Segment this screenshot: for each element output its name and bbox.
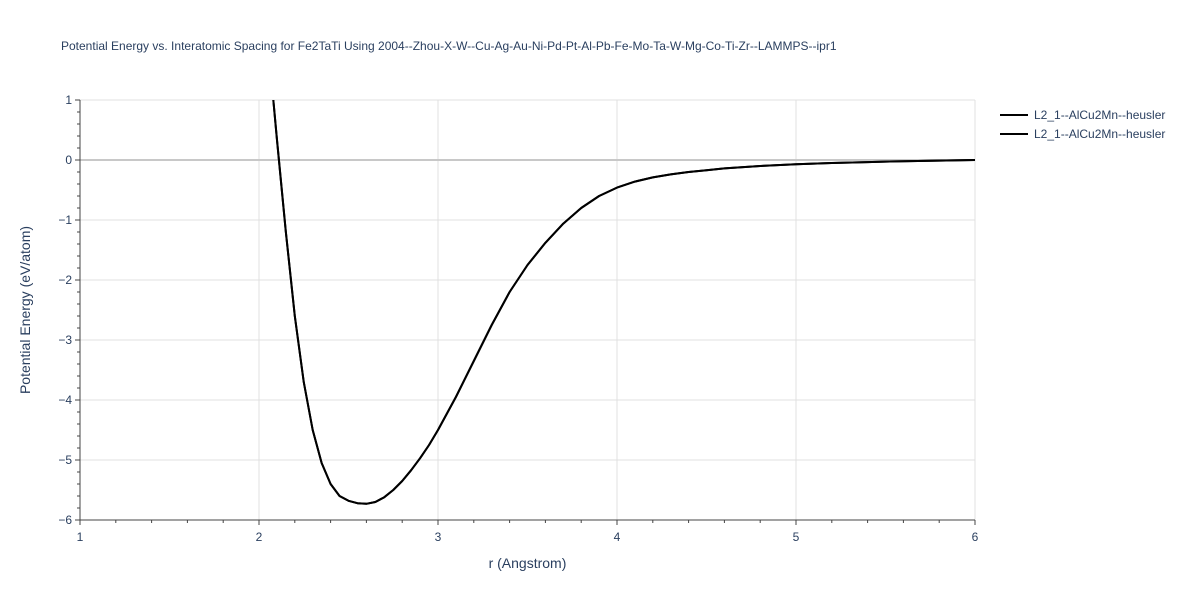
x-tick-label: 2	[256, 530, 263, 544]
x-tick-label: 6	[972, 530, 979, 544]
y-tick-label: −6	[58, 513, 72, 527]
x-tick-label: 3	[435, 530, 442, 544]
series-line-2	[272, 100, 975, 505]
y-tick-label: −5	[58, 453, 72, 467]
grid-layer	[80, 99, 976, 520]
y-tick-label: −4	[58, 393, 72, 407]
y-tick-label: −1	[58, 213, 72, 227]
y-tick-label: −3	[58, 333, 72, 347]
legend-label: L2_1--AlCu2Mn--heusler	[1034, 127, 1165, 141]
axis-layer: 1 2 3 4 5 6 1 0 −1 −2 −3 −4 −5 −6	[58, 93, 978, 544]
y-axis-title: Potential Energy (eV/atom)	[17, 226, 33, 394]
legend-item-2[interactable]: L2_1--AlCu2Mn--heusler	[1000, 127, 1165, 141]
series-layer	[272, 100, 975, 505]
legend-label: L2_1--AlCu2Mn--heusler	[1034, 108, 1165, 122]
x-tick-label: 1	[77, 530, 84, 544]
legend-item-1[interactable]: L2_1--AlCu2Mn--heusler	[1000, 108, 1165, 122]
x-axis-title: r (Angstrom)	[489, 555, 567, 571]
legend[interactable]: L2_1--AlCu2Mn--heusler L2_1--AlCu2Mn--heu…	[1000, 108, 1165, 141]
x-tick-label: 5	[793, 530, 800, 544]
y-tick-label: −2	[58, 273, 72, 287]
x-tick-label: 4	[614, 530, 621, 544]
chart-title: Potential Energy vs. Interatomic Spacing…	[61, 39, 837, 53]
y-tick-label: 1	[65, 93, 72, 107]
y-tick-label: 0	[65, 153, 72, 167]
